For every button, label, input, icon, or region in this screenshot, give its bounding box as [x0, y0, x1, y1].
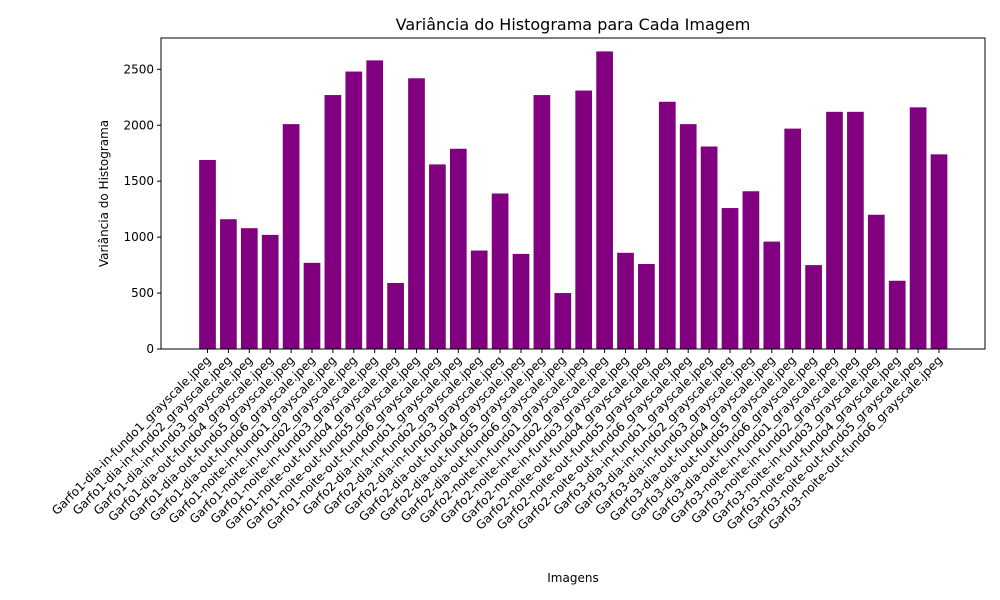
bar — [888, 280, 906, 349]
x-axis: Garfo1-dia-in-fundo1_grayscale.jpegGarfo… — [49, 349, 945, 533]
y-tick-label: 2500 — [123, 62, 154, 76]
y-tick-label: 1000 — [123, 230, 154, 244]
plot-frame — [160, 37, 986, 350]
bar — [763, 241, 781, 349]
bar — [596, 51, 613, 349]
bar — [533, 95, 551, 349]
y-tick-label: 0 — [146, 342, 154, 356]
bar — [199, 159, 216, 349]
bar — [429, 164, 446, 349]
bar — [491, 193, 509, 349]
bar — [554, 293, 572, 349]
chart-title: Variância do Histograma para Cada Imagem — [396, 15, 751, 34]
bar — [345, 71, 363, 349]
bar — [303, 262, 321, 349]
bar — [512, 253, 530, 349]
bar — [366, 60, 384, 350]
bar — [282, 124, 300, 349]
bar — [449, 148, 467, 349]
y-tick-label: 1500 — [123, 174, 154, 188]
bar — [700, 146, 718, 349]
bar — [387, 282, 404, 349]
bar — [408, 78, 425, 350]
bar — [847, 111, 864, 349]
bar — [638, 263, 655, 349]
y-axis: 0 500 1000 1500 2000 2500 — [123, 62, 161, 356]
bar — [240, 228, 258, 349]
bar — [721, 208, 739, 349]
bar — [575, 90, 593, 350]
bars-group — [199, 51, 948, 350]
bar — [261, 234, 279, 349]
bar — [826, 111, 843, 349]
y-tick-label: 2000 — [123, 118, 154, 132]
x-axis-label: Imagens — [547, 571, 598, 585]
bar — [679, 124, 697, 349]
bar — [324, 95, 342, 349]
bar — [658, 101, 676, 349]
bar — [470, 250, 488, 349]
bar — [930, 154, 948, 349]
bar — [867, 214, 885, 349]
bar — [784, 128, 802, 349]
y-tick-label: 500 — [131, 286, 154, 300]
bar — [617, 252, 634, 349]
bar — [742, 191, 760, 349]
bar — [909, 107, 927, 349]
bar — [805, 265, 822, 349]
bar — [220, 219, 237, 349]
y-axis-label: Variância do Histograma — [97, 120, 111, 267]
